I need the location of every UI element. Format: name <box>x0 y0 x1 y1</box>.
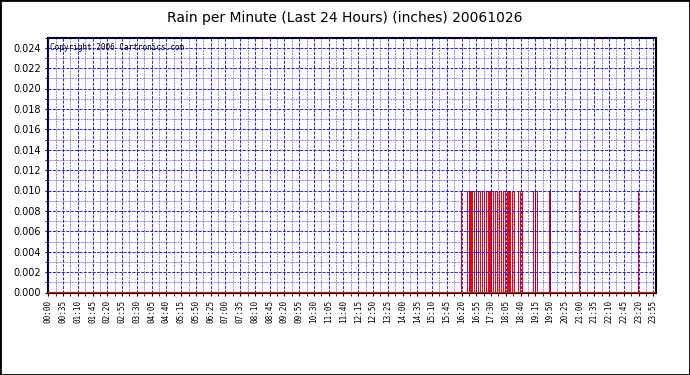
Bar <box>579 190 580 292</box>
Text: Copyright 2006 Cartronics.com: Copyright 2006 Cartronics.com <box>50 43 184 52</box>
Bar <box>501 190 502 292</box>
Bar <box>461 190 462 292</box>
Bar <box>486 190 487 292</box>
Bar <box>482 190 483 292</box>
Bar <box>535 190 536 292</box>
Bar <box>507 190 509 292</box>
Bar <box>638 190 639 292</box>
Bar <box>533 190 534 292</box>
Bar <box>477 190 479 292</box>
Text: Rain per Minute (Last 24 Hours) (inches) 20061026: Rain per Minute (Last 24 Hours) (inches)… <box>167 11 523 25</box>
Bar <box>497 190 498 292</box>
Bar <box>509 190 511 292</box>
Bar <box>493 190 494 292</box>
Bar <box>522 190 523 292</box>
Bar <box>511 190 513 292</box>
Bar <box>467 190 469 292</box>
Bar <box>469 190 471 292</box>
Bar <box>489 190 490 292</box>
Bar <box>484 190 485 292</box>
Bar <box>471 190 473 292</box>
Bar <box>505 190 506 292</box>
Bar <box>503 190 504 292</box>
Bar <box>473 190 475 292</box>
Bar <box>475 190 477 292</box>
Bar <box>537 190 538 292</box>
Bar <box>518 190 519 292</box>
Bar <box>513 190 515 292</box>
Bar <box>499 190 500 292</box>
Bar <box>520 190 521 292</box>
Bar <box>549 190 551 292</box>
Bar <box>491 190 492 292</box>
Bar <box>480 190 481 292</box>
Bar <box>495 190 496 292</box>
